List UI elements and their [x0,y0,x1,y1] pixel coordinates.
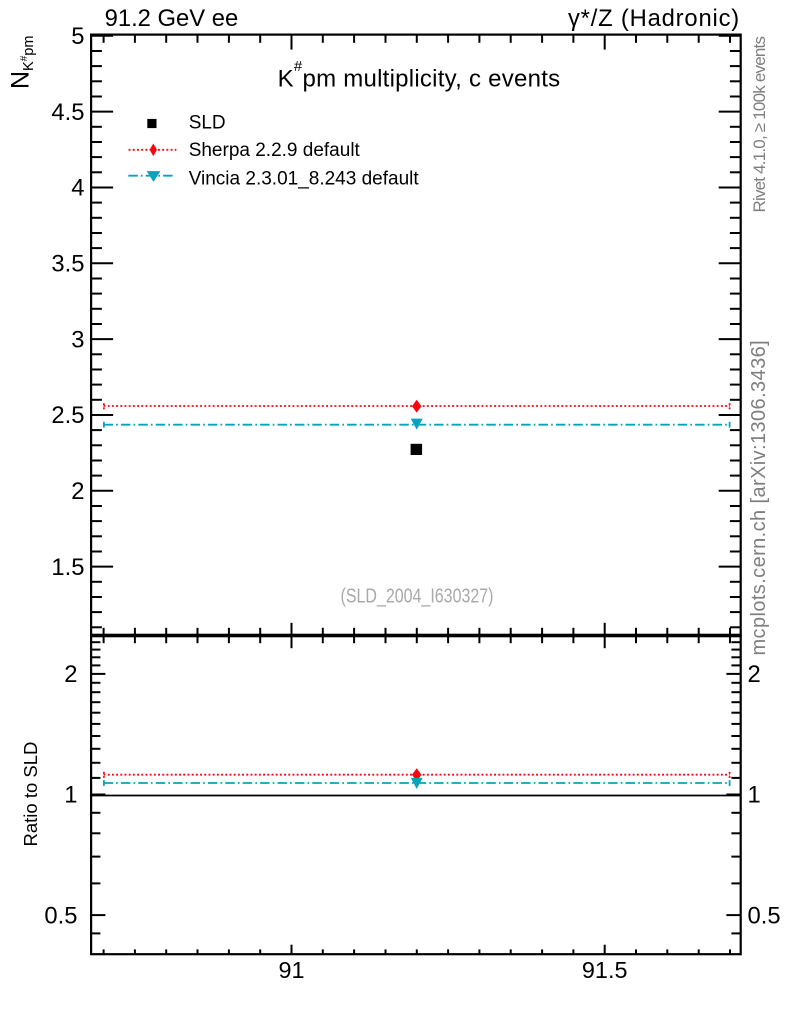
svg-text:Vincia 2.3.01_8.243 default: Vincia 2.3.01_8.243 default [189,168,420,189]
svg-text:1: 1 [748,782,761,809]
svg-text:SLD: SLD [189,112,226,133]
svg-text:2: 2 [64,661,77,688]
svg-text:2: 2 [71,478,84,505]
svg-text:3.5: 3.5 [51,251,84,278]
svg-text:1.5: 1.5 [51,554,84,581]
svg-text:(SLD_2004_I630327): (SLD_2004_I630327) [340,585,493,608]
svg-text:3: 3 [71,326,84,353]
svg-text:4: 4 [71,175,84,202]
svg-text:4.5: 4.5 [51,99,84,126]
svg-text:5: 5 [71,23,84,50]
svg-text:0.5: 0.5 [44,902,77,929]
svg-text:91.2 GeV ee: 91.2 GeV ee [105,5,239,32]
svg-text:2.5: 2.5 [51,402,84,429]
svg-text:Sherpa 2.2.9 default: Sherpa 2.2.9 default [189,140,361,161]
svg-text:Rivet 4.1.0, ≥ 100k events: Rivet 4.1.0, ≥ 100k events [750,37,769,213]
svg-text:mcplots.cern.ch [arXiv:1306.34: mcplots.cern.ch [arXiv:1306.3436] [748,340,770,656]
svg-text:γ*/Z (Hadronic): γ*/Z (Hadronic) [568,5,740,32]
svg-text:NK#pm: NK#pm [7,36,37,89]
svg-text:Ratio to SLD: Ratio to SLD [20,742,41,847]
svg-text:0.5: 0.5 [748,902,781,929]
svg-text:91: 91 [278,957,304,983]
svg-text:2: 2 [748,661,761,688]
svg-text:K#pm multiplicity, c events: K#pm multiplicity, c events [278,58,561,93]
svg-text:1: 1 [64,782,77,809]
svg-text:91.5: 91.5 [582,957,628,983]
